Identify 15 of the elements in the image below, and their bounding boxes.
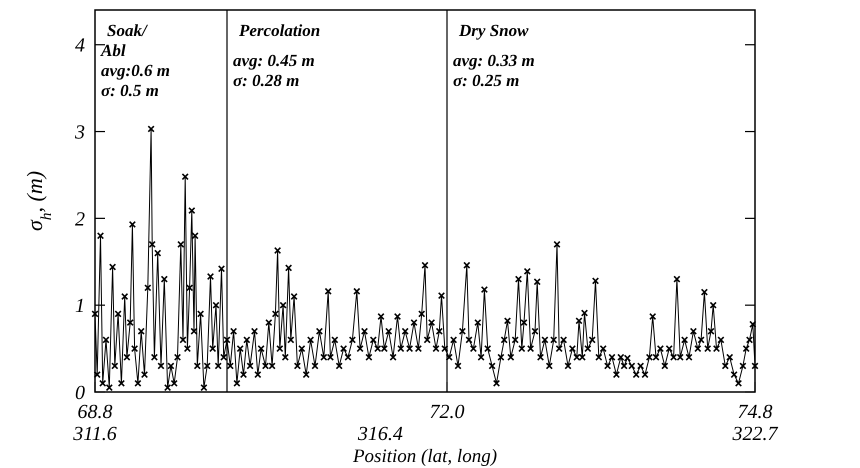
y-tick-label: 0	[75, 382, 85, 404]
x-tick-label: 68.8	[78, 401, 112, 423]
x2-tick-label: 322.7	[732, 423, 778, 445]
x-tick-label: 74.8	[738, 401, 772, 423]
x2-tick-label: 311.6	[72, 423, 117, 445]
annotation: Dry Snow avg: 0.33 m σ: 0.25 m	[453, 21, 535, 90]
annotation: Soak/ Abl avg:0.6 m σ: 0.5 m	[100, 21, 170, 100]
y-tick-label: 1	[75, 295, 85, 318]
x-axis-title: Position (lat, long)	[352, 446, 498, 467]
y-tick-label: 2	[75, 208, 85, 230]
y-tick-label: 4	[75, 34, 85, 57]
x-tick-label: 72.0	[430, 401, 464, 423]
annotation: Percolation avg: 0.45 m σ: 0.28 m	[233, 21, 320, 90]
y-tick-label: 3	[74, 122, 85, 144]
x2-tick-label: 316.4	[356, 423, 403, 445]
